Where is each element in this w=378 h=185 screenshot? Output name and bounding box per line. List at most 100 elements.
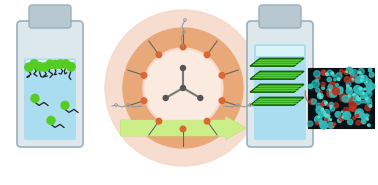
Circle shape — [368, 125, 369, 126]
Circle shape — [350, 75, 357, 82]
Circle shape — [347, 99, 350, 102]
Circle shape — [366, 97, 371, 103]
FancyBboxPatch shape — [247, 21, 313, 147]
Circle shape — [333, 123, 336, 125]
Circle shape — [359, 98, 361, 100]
Circle shape — [355, 99, 361, 105]
Circle shape — [369, 84, 372, 87]
Circle shape — [145, 50, 221, 126]
Circle shape — [319, 90, 322, 93]
Circle shape — [367, 119, 369, 120]
Circle shape — [327, 70, 333, 76]
Circle shape — [348, 95, 351, 97]
Circle shape — [361, 119, 366, 124]
Circle shape — [180, 44, 186, 50]
Polygon shape — [250, 84, 304, 92]
Circle shape — [367, 91, 370, 94]
Circle shape — [356, 120, 361, 125]
Circle shape — [349, 70, 354, 75]
Circle shape — [359, 72, 361, 73]
Bar — [26, 60, 74, 70]
Circle shape — [350, 88, 352, 89]
Circle shape — [328, 85, 333, 90]
Circle shape — [61, 101, 69, 109]
Circle shape — [361, 92, 366, 98]
Circle shape — [358, 98, 360, 101]
Circle shape — [316, 106, 324, 114]
Circle shape — [352, 117, 355, 120]
Circle shape — [368, 124, 370, 127]
Circle shape — [369, 105, 372, 107]
Circle shape — [330, 90, 335, 95]
Circle shape — [346, 81, 351, 86]
Circle shape — [338, 119, 341, 122]
Circle shape — [354, 86, 361, 93]
Circle shape — [361, 78, 364, 81]
Circle shape — [346, 88, 352, 94]
Circle shape — [325, 119, 327, 121]
Circle shape — [319, 120, 323, 125]
Circle shape — [351, 94, 358, 101]
Circle shape — [336, 87, 343, 94]
Circle shape — [336, 91, 339, 93]
FancyBboxPatch shape — [24, 58, 76, 140]
Circle shape — [156, 52, 162, 58]
Circle shape — [340, 93, 345, 97]
Circle shape — [343, 112, 351, 120]
Circle shape — [327, 90, 335, 97]
Circle shape — [351, 70, 358, 76]
Circle shape — [308, 84, 313, 89]
Circle shape — [316, 79, 318, 82]
Circle shape — [67, 63, 75, 71]
Circle shape — [329, 89, 330, 90]
Circle shape — [343, 107, 350, 114]
Circle shape — [316, 76, 320, 80]
Circle shape — [360, 79, 363, 82]
Circle shape — [198, 95, 203, 100]
Circle shape — [355, 80, 358, 83]
Circle shape — [30, 60, 39, 68]
Circle shape — [334, 78, 336, 81]
Circle shape — [337, 78, 340, 80]
Circle shape — [324, 102, 327, 105]
Bar — [308, 68, 374, 128]
Circle shape — [141, 73, 147, 78]
Circle shape — [341, 111, 342, 112]
Circle shape — [349, 102, 356, 109]
Circle shape — [356, 109, 363, 116]
Circle shape — [336, 73, 342, 79]
Circle shape — [366, 118, 368, 119]
Circle shape — [359, 87, 362, 90]
Circle shape — [318, 93, 323, 99]
Circle shape — [141, 98, 147, 103]
Circle shape — [355, 111, 362, 117]
Circle shape — [322, 87, 324, 89]
Circle shape — [318, 117, 319, 118]
Circle shape — [343, 113, 348, 117]
Circle shape — [361, 76, 363, 78]
Circle shape — [361, 100, 364, 103]
Circle shape — [105, 10, 261, 166]
Polygon shape — [250, 58, 304, 66]
Circle shape — [321, 108, 324, 111]
Circle shape — [347, 119, 353, 125]
Circle shape — [327, 104, 329, 106]
Circle shape — [361, 75, 367, 82]
Circle shape — [328, 115, 330, 117]
Circle shape — [180, 126, 186, 132]
Circle shape — [364, 88, 366, 90]
Circle shape — [364, 100, 367, 103]
Circle shape — [319, 112, 325, 117]
Circle shape — [62, 60, 70, 68]
Circle shape — [340, 97, 344, 101]
Circle shape — [324, 110, 330, 116]
Circle shape — [25, 63, 33, 71]
Circle shape — [320, 96, 322, 98]
Circle shape — [344, 95, 352, 102]
Circle shape — [353, 93, 355, 96]
Circle shape — [342, 95, 349, 102]
Circle shape — [322, 71, 326, 75]
Circle shape — [316, 88, 320, 92]
FancyBboxPatch shape — [17, 21, 83, 147]
Circle shape — [328, 122, 334, 128]
